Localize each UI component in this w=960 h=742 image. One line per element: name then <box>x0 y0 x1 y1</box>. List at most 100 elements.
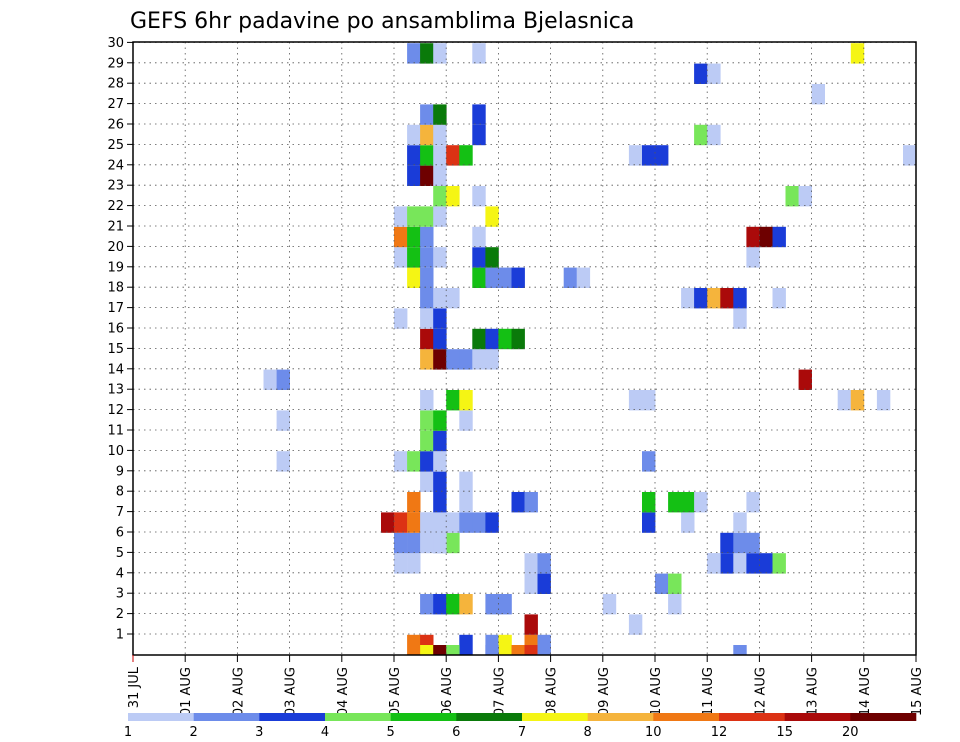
precip-cell <box>733 645 747 655</box>
y-tick-label: 8 <box>116 485 124 500</box>
precip-cell <box>850 43 865 64</box>
x-tick-label: 05 AUG <box>388 667 403 716</box>
precip-cell <box>668 573 682 594</box>
precip-cell <box>472 267 486 288</box>
precip-cell <box>772 553 786 574</box>
precip-cell <box>446 594 460 615</box>
x-tick-label: 11 AUG <box>701 667 716 716</box>
precip-cell <box>446 288 460 309</box>
x-tick-label: 10 AUG <box>649 667 664 716</box>
precip-cell <box>459 390 473 411</box>
precip-cell <box>420 532 434 554</box>
precip-cell <box>420 288 434 309</box>
precip-cell <box>420 471 434 492</box>
precip-cell <box>459 594 473 615</box>
precip-cell <box>394 308 408 329</box>
y-tick-label: 26 <box>107 118 124 133</box>
precip-cell <box>642 512 656 533</box>
colorbar-label: 6 <box>452 725 460 740</box>
y-tick-label: 14 <box>107 362 124 377</box>
precip-cell <box>433 410 447 431</box>
precip-cell <box>472 349 486 370</box>
y-tick-label: 28 <box>107 77 124 92</box>
colorbar-swatch <box>259 713 326 721</box>
precip-cell <box>668 594 682 615</box>
precip-cell <box>746 553 760 574</box>
precip-cell <box>746 532 760 554</box>
y-tick-label: 21 <box>107 220 124 235</box>
precip-cell <box>276 410 290 431</box>
precip-cell <box>707 553 721 574</box>
y-tick-label: 24 <box>107 158 124 173</box>
precip-cell <box>498 634 512 656</box>
precip-cell <box>433 645 447 655</box>
precip-cell <box>459 349 473 370</box>
colorbar-swatch <box>653 713 720 721</box>
precip-cell <box>420 451 434 472</box>
colorbar-swatch <box>456 713 523 721</box>
precip-cell <box>394 553 408 574</box>
x-tick-label: 09 AUG <box>597 667 612 716</box>
precip-cell <box>433 512 447 533</box>
precip-cell <box>903 145 917 166</box>
colorbar-label: 2 <box>190 725 198 740</box>
precip-cell <box>433 594 447 615</box>
precip-cell <box>602 594 617 615</box>
precip-cell <box>472 43 486 64</box>
precip-cell <box>394 206 408 227</box>
precip-cell <box>524 645 538 655</box>
precip-cell <box>720 532 734 554</box>
precip-cell <box>485 328 499 350</box>
precip-cell <box>407 43 421 64</box>
precip-cell <box>472 226 486 248</box>
precip-cell <box>681 492 695 513</box>
precip-cell <box>498 594 512 615</box>
y-tick-label: 17 <box>107 301 124 316</box>
precip-cell <box>459 410 473 431</box>
precip-cell <box>524 492 538 513</box>
y-tick-label: 5 <box>116 546 124 561</box>
precip-cell <box>433 430 447 452</box>
precip-cell <box>759 226 773 248</box>
precip-cell <box>485 267 499 288</box>
colorbar-label: 7 <box>518 725 526 740</box>
colorbar-swatch <box>390 713 457 721</box>
y-tick-label: 29 <box>107 56 124 71</box>
x-tick-label: 01 AUG <box>179 667 194 716</box>
precip-cell <box>433 349 447 370</box>
precip-cell <box>511 492 525 513</box>
precip-cell <box>733 512 747 533</box>
precip-cell <box>485 512 499 533</box>
y-tick-label: 19 <box>107 260 124 275</box>
y-tick-label: 3 <box>116 587 124 602</box>
precip-cell <box>694 124 708 146</box>
precip-cell <box>472 104 486 125</box>
precip-cell <box>407 226 421 248</box>
y-tick-label: 12 <box>107 403 124 418</box>
precip-cell <box>420 410 434 431</box>
precip-cell <box>420 430 434 452</box>
precip-cell <box>798 369 812 390</box>
colorbar-label: 1 <box>124 725 132 740</box>
x-tick-label: 13 AUG <box>806 667 821 716</box>
y-tick-label: 4 <box>116 566 124 581</box>
precip-cell <box>537 553 551 574</box>
precip-cell <box>655 145 669 166</box>
precip-cell <box>733 553 747 574</box>
colorbar-swatch <box>850 713 917 721</box>
colorbar-swatch <box>719 713 785 721</box>
x-tick-label: 07 AUG <box>492 667 507 716</box>
x-tick-label: 14 AUG <box>858 667 873 716</box>
precip-cell <box>407 492 421 513</box>
precip-cell <box>628 145 643 166</box>
y-tick-label: 30 <box>107 36 124 51</box>
chart-title: GEFS 6hr padavine po ansamblima Bjelasni… <box>130 9 634 34</box>
precip-cell <box>394 247 408 268</box>
precip-cell <box>420 594 434 615</box>
x-axis-ticks: 31 JUL 01 AUG 02 AUG 03 AUG 04 AUG 05 AUG 06 A… <box>127 655 925 716</box>
precip-cell <box>420 226 434 248</box>
precip-cell <box>420 206 434 227</box>
precip-cell <box>485 645 499 655</box>
y-tick-label: 20 <box>107 240 124 255</box>
